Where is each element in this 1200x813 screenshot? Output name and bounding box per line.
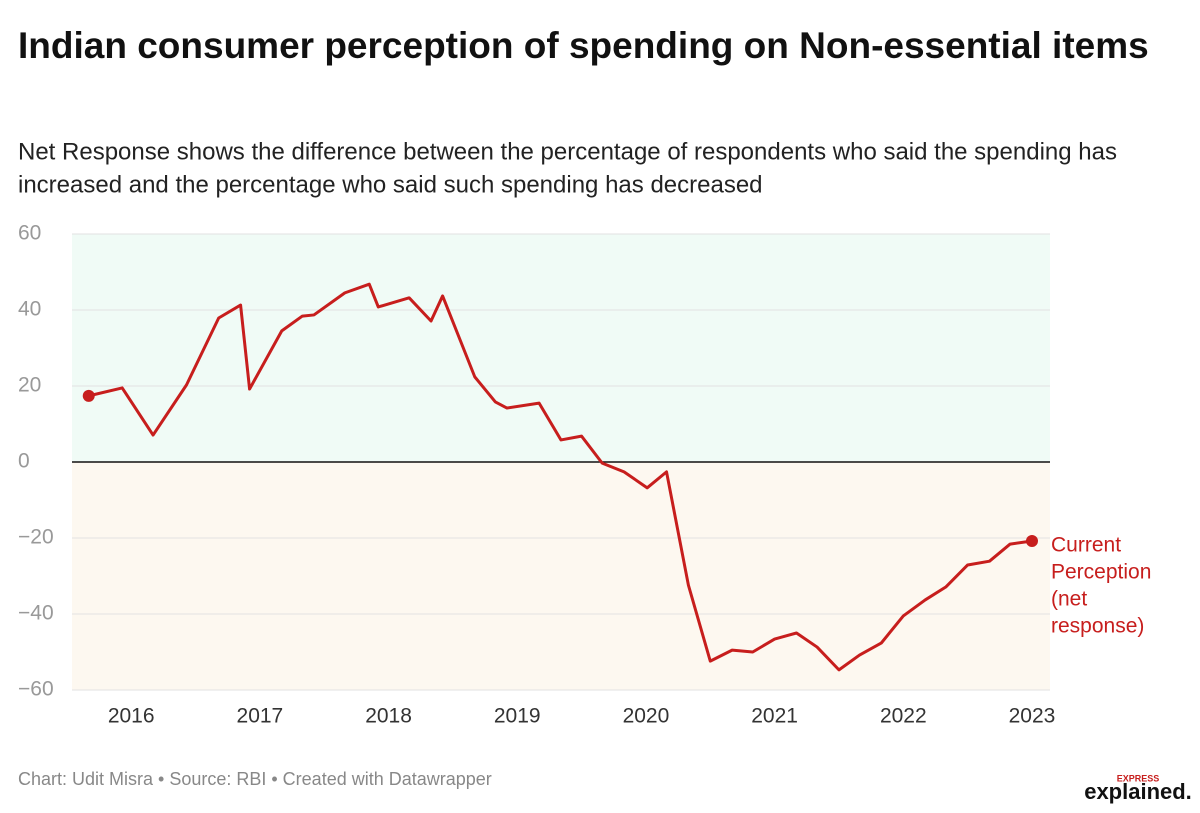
x-tick-label: 2016 (108, 705, 155, 728)
x-tick-label: 2023 (1009, 705, 1056, 728)
plot-area: −60 −40 −20 0 20 40 60 2016 2017 2018 2019 2020 2021… (18, 222, 1151, 728)
x-tick-label: 2019 (494, 705, 541, 728)
logo-top: EXPRESS (1117, 773, 1160, 783)
end-dot (82, 389, 95, 402)
chart-title-line: Indian consumer perception of spending o… (18, 25, 1149, 66)
chart-subtitle-line: increased and the percentage who said su… (18, 171, 763, 198)
y-tick-label: 40 (18, 298, 41, 321)
logo-main: explained. (1084, 779, 1192, 804)
end-dot (1025, 535, 1038, 548)
y-tick-label: 60 (18, 222, 41, 245)
x-tick-label: 2022 (880, 705, 927, 728)
x-tick-label: 2017 (237, 705, 284, 728)
y-tick-label: −60 (18, 678, 54, 701)
y-tick-label: 20 (18, 374, 41, 397)
x-tick-label: 2018 (365, 705, 412, 728)
x-tick-label: 2021 (751, 705, 798, 728)
annotation: response) (1051, 615, 1144, 638)
annotation: (net (1051, 588, 1087, 611)
x-tick-label: 2020 (623, 705, 670, 728)
annotation: Perception (1051, 561, 1151, 584)
y-tick-label: −40 (18, 602, 54, 625)
chart-subtitle-line: Net Response shows the difference betwee… (18, 138, 1117, 165)
y-tick-label: 0 (18, 450, 30, 473)
negative-band (72, 462, 1050, 690)
y-tick-label: −20 (18, 526, 54, 549)
footer: Chart: Udit Misra • Source: RBI • Create… (18, 769, 492, 789)
positive-band (72, 234, 1050, 462)
annotation: Current (1051, 534, 1121, 557)
line (88, 282, 1033, 672)
